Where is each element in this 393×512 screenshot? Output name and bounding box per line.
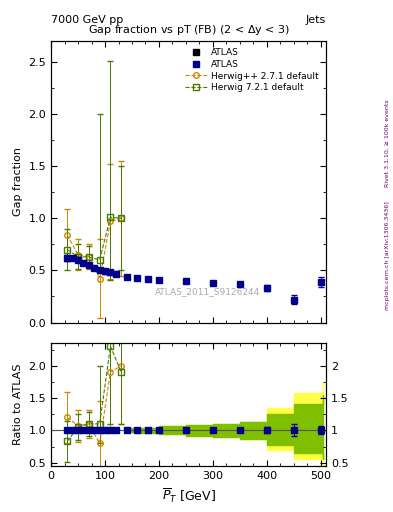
Text: ATLAS_2011_S9126244: ATLAS_2011_S9126244 xyxy=(155,287,261,296)
Text: Jets: Jets xyxy=(306,15,326,26)
Y-axis label: Ratio to ATLAS: Ratio to ATLAS xyxy=(13,364,23,445)
Text: mcplots.cern.ch [arXiv:1306.3436]: mcplots.cern.ch [arXiv:1306.3436] xyxy=(385,202,389,310)
Text: 7000 GeV pp: 7000 GeV pp xyxy=(51,15,123,26)
X-axis label: $\overline{P}_{T}$ [GeV]: $\overline{P}_{T}$ [GeV] xyxy=(162,486,216,504)
Text: Gap fraction vs pT$_{\ }$(FB) (2 < $\Delta$y < 3): Gap fraction vs pT$_{\ }$(FB) (2 < $\Del… xyxy=(88,23,290,37)
Y-axis label: Gap fraction: Gap fraction xyxy=(13,147,23,216)
Text: Rivet 3.1.10, ≥ 100k events: Rivet 3.1.10, ≥ 100k events xyxy=(385,99,389,187)
Legend: ATLAS, ATLAS, Herwig++ 2.7.1 default, Herwig 7.2.1 default: ATLAS, ATLAS, Herwig++ 2.7.1 default, He… xyxy=(182,46,322,95)
